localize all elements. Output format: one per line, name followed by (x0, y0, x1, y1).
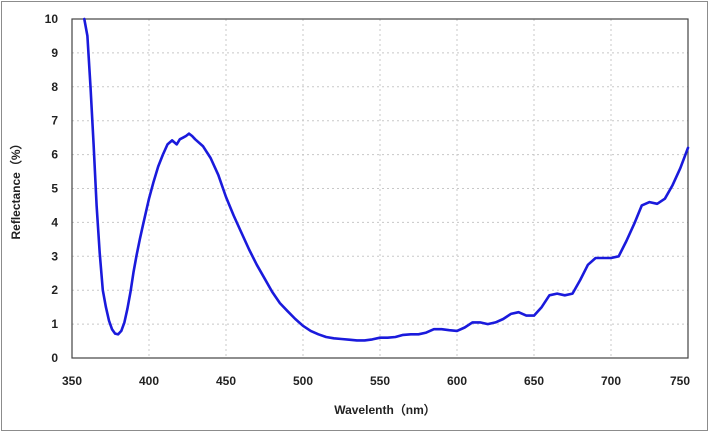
y-tick-label: 0 (51, 351, 58, 365)
y-tick-label: 1 (51, 317, 58, 331)
y-tick-label: 9 (51, 46, 58, 60)
x-tick-label: 450 (216, 374, 236, 388)
x-tick-label: 750 (670, 374, 690, 388)
x-tick-label: 700 (601, 374, 621, 388)
grid-lines (72, 19, 688, 358)
x-tick-label: 500 (293, 374, 313, 388)
series-group (83, 17, 690, 342)
y-axis-ticks: 0 1 2 3 4 5 6 7 8 9 10 (45, 12, 59, 365)
y-tick-label: 5 (51, 182, 58, 196)
y-axis-label: Reflectance（%） (8, 137, 23, 239)
x-tick-label: 400 (139, 374, 159, 388)
x-tick-label: 600 (447, 374, 467, 388)
y-tick-label: 3 (51, 249, 58, 263)
x-axis-ticks: 350 400 450 500 550 600 650 700 750 (62, 374, 690, 388)
y-tick-label: 10 (45, 12, 59, 26)
y-tick-label: 6 (51, 148, 58, 162)
y-tick-label: 8 (51, 80, 58, 94)
y-tick-label: 7 (51, 114, 58, 128)
x-axis-label: Wavelenth（nm） (334, 402, 436, 417)
x-tick-label: 550 (370, 374, 390, 388)
y-tick-label: 2 (51, 283, 58, 297)
x-tick-label: 650 (524, 374, 544, 388)
plot-area (71, 18, 689, 359)
reflectance-series-line (83, 17, 690, 342)
x-tick-label: 350 (62, 374, 82, 388)
y-tick-label: 4 (51, 215, 58, 229)
